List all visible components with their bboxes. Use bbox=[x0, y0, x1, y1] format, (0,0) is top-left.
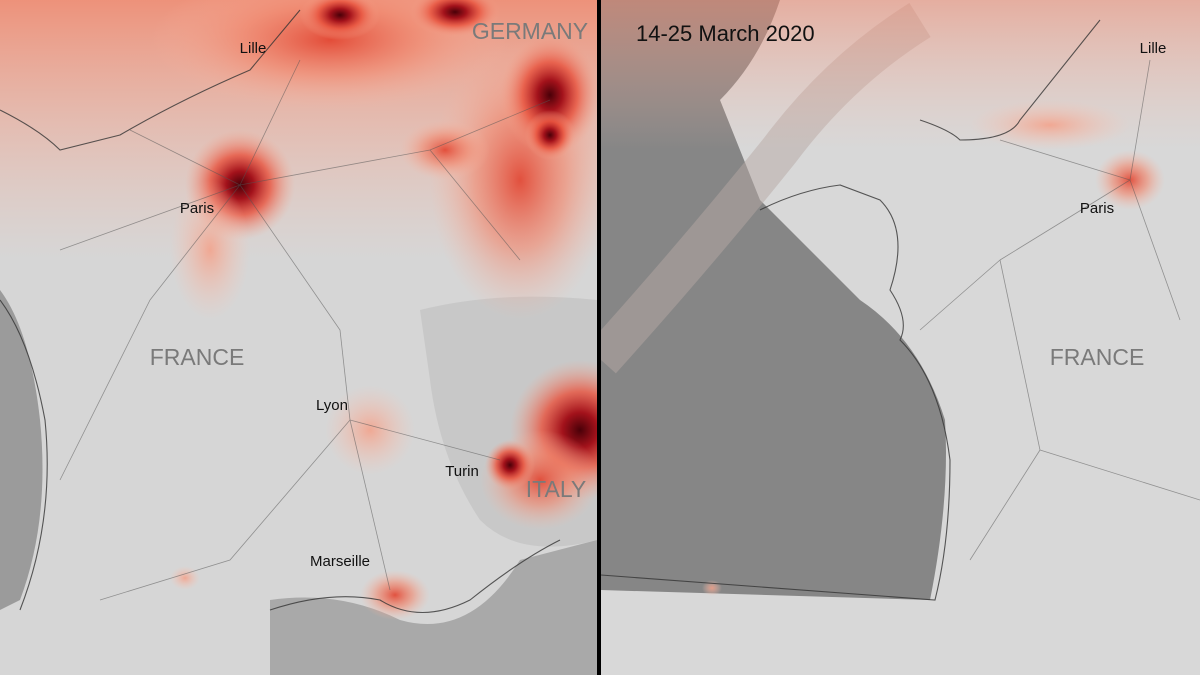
country-label: GERMANY bbox=[472, 18, 588, 44]
panel-title: 14-25 March 2020 bbox=[636, 21, 815, 46]
city-label: Marseille bbox=[310, 553, 370, 570]
country-label: FRANCE bbox=[1050, 344, 1145, 370]
country-label: FRANCE bbox=[150, 344, 245, 370]
city-label: Lille bbox=[240, 40, 267, 57]
country-label: ITALY bbox=[526, 476, 587, 502]
right-panel: 14-25 March 2020 Lille Paris FRANCE bbox=[601, 0, 1200, 675]
city-label: Paris bbox=[1080, 200, 1114, 217]
divider bbox=[597, 0, 601, 675]
left-panel: GERMANY Lille Paris FRANCE Lyon Turin IT… bbox=[0, 0, 597, 675]
city-label: Lyon bbox=[316, 397, 348, 414]
city-label: Turin bbox=[445, 463, 479, 480]
city-label: Paris bbox=[180, 200, 214, 217]
city-label: Lille bbox=[1140, 40, 1167, 57]
